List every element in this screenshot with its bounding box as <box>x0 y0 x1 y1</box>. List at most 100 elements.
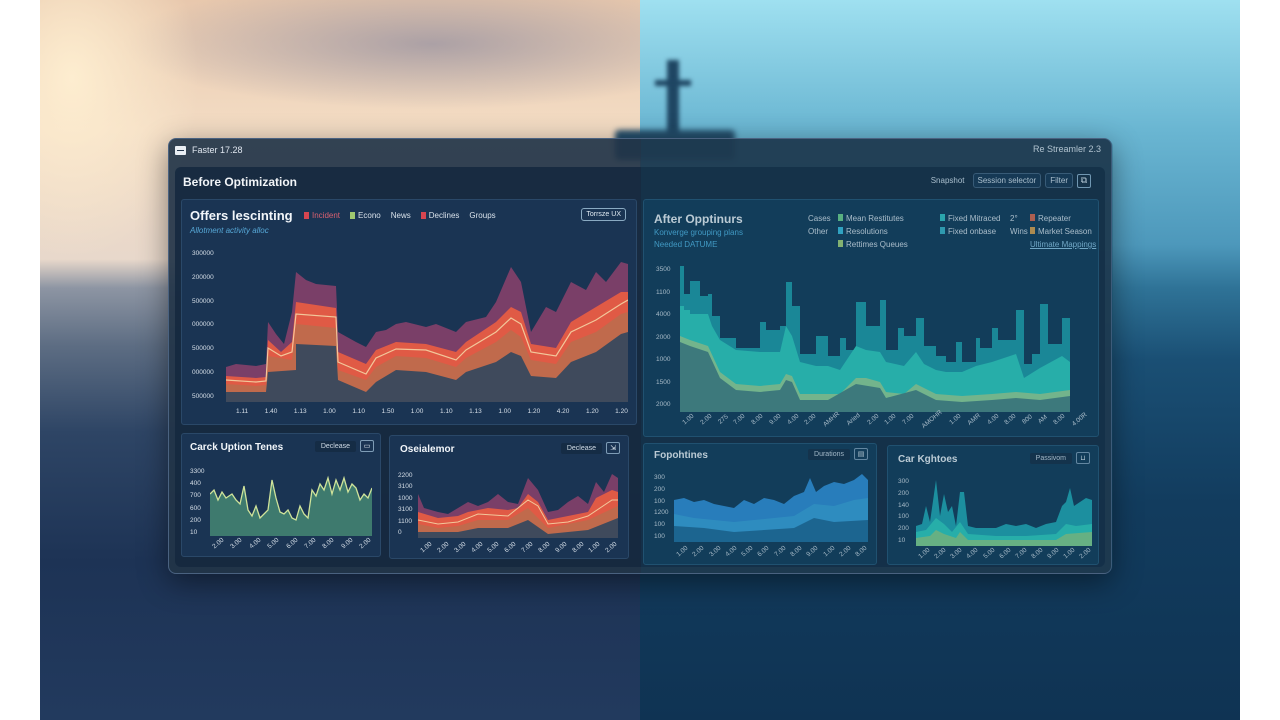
panel-action[interactable]: Durations ▤ <box>808 448 868 460</box>
expand-icon[interactable]: ⇲ <box>606 442 620 454</box>
export-icon[interactable]: ⧉ <box>1077 173 1091 188</box>
y-tick: 000000 <box>192 321 214 329</box>
x-tick: 9.00 <box>1046 546 1061 561</box>
panel-dropdown[interactable]: Durations <box>808 448 850 460</box>
legend-item[interactable]: Repeater <box>1030 212 1096 225</box>
x-tick: Aried <box>845 411 863 428</box>
mappings-link[interactable]: Ultimate Mappings <box>1030 240 1097 249</box>
before-main-button[interactable]: Torrsze UX <box>581 208 626 221</box>
x-tick: 1.20 <box>585 408 599 415</box>
after-main-subtitle-1: Konverge grouping plans <box>654 228 743 237</box>
panel-action[interactable]: Passivom ⊔ <box>1029 452 1090 464</box>
panel-x-axis: 1.00 2.00 3.00 4.00 5.00 6.00 7.00 8.00 … <box>675 544 868 559</box>
y-tick: 100 <box>898 513 909 521</box>
legend-label: Rettimes Queues <box>846 240 908 249</box>
app-icon[interactable] <box>175 145 186 155</box>
legend-group-label: Cases <box>808 214 831 223</box>
session-selector[interactable]: Session selector <box>972 173 1042 188</box>
y-tick: 200000 <box>192 273 214 281</box>
y-tick: 3100 <box>398 506 413 514</box>
x-tick: 1.00 <box>917 546 932 561</box>
x-tick: 8.00 <box>789 544 804 559</box>
snapshot-button[interactable]: Snapshot <box>930 176 965 185</box>
legend-item[interactable]: Resolutions <box>838 225 908 238</box>
panel-dropdown[interactable]: Passivom <box>1029 452 1072 464</box>
filter-button[interactable]: Filter <box>1045 173 1073 188</box>
y-tick: 10 <box>190 528 198 536</box>
title-bar: Faster 17.28 Re Streamler 2.3 <box>169 139 1111 161</box>
panel-dropdown[interactable]: Declease <box>314 440 356 452</box>
x-tick: 2.00 <box>436 540 451 555</box>
panel-action[interactable]: Declease ▭ <box>314 440 374 452</box>
legend-item[interactable]: Mean Restitutes <box>838 212 908 225</box>
x-tick: 4.00 <box>785 412 801 427</box>
legend-item[interactable]: News <box>391 211 411 220</box>
legend-extra-label: 2° <box>1010 214 1018 223</box>
panel-dropdown[interactable]: Declease <box>560 442 602 454</box>
legend-extra-label: Wins <box>1010 227 1028 236</box>
legend-item[interactable]: Fixed onbase <box>940 225 1000 238</box>
x-tick: 4.00 <box>724 544 739 559</box>
legend-item[interactable]: Declines <box>420 211 460 220</box>
before-main-panel: Offers lescinting Allotment activity all… <box>181 199 637 425</box>
panel-y-axis: 3300 400 700 600 200 10 <box>190 468 204 536</box>
x-tick: 8.00 <box>750 412 765 427</box>
x-tick: 1.13 <box>469 408 482 415</box>
y-tick: 000000 <box>192 369 214 377</box>
legend-label: Fixed Mitraced <box>948 214 1001 223</box>
x-tick: 1.13 <box>293 408 307 415</box>
before-main-action[interactable]: Torrsze UX <box>581 208 626 221</box>
y-tick: 1200 <box>654 509 669 517</box>
legend-swatch <box>1030 214 1035 221</box>
x-tick: 1.00 <box>323 408 336 415</box>
x-tick: 4.20 <box>556 408 570 415</box>
x-tick: 3.00 <box>949 546 964 561</box>
x-tick: 2.00 <box>358 536 373 551</box>
small-panel-oscillator: Oseialemor Declease ⇲ 2200 3100 1000 310… <box>389 435 629 559</box>
legend-swatch <box>838 240 843 247</box>
legend-label: Declines <box>428 211 460 220</box>
x-tick: 2.00 <box>838 544 853 559</box>
panel-title: Car Kghtoes <box>898 454 958 465</box>
expand-icon[interactable]: ⊔ <box>1076 452 1090 464</box>
chart-icon[interactable]: ▤ <box>854 448 868 460</box>
panel-action[interactable]: Declease ⇲ <box>560 442 620 454</box>
x-tick: 5.00 <box>981 546 996 561</box>
legend-label: Econo <box>358 211 381 220</box>
x-tick: 8.00 <box>1003 412 1018 427</box>
legend-item[interactable]: Incident <box>304 211 340 220</box>
after-main-panel: After Opptinurs Konverge grouping plans … <box>643 199 1099 437</box>
legend-item[interactable]: Rettimes Queues <box>838 238 908 251</box>
y-tick: 200 <box>898 489 909 497</box>
legend-label: Resolutions <box>846 227 888 236</box>
x-tick: 4.00 <box>248 536 263 551</box>
y-tick: 500000 <box>192 392 214 400</box>
legend-item[interactable]: Econo <box>350 211 381 220</box>
legend-item[interactable]: Groups <box>469 211 495 220</box>
small-panel-car-kightoes: Car Kghtoes Passivom ⊔ 300 200 140 100 2… <box>887 445 1099 565</box>
x-tick: 9.00 <box>553 540 569 555</box>
after-legend-col-2: Mean Restitutes Resolutions Rettimes Que… <box>838 212 908 251</box>
y-tick: 3500 <box>656 266 671 273</box>
y-tick: 1100 <box>656 288 670 296</box>
legend-swatch <box>420 212 426 220</box>
x-tick: 6.00 <box>756 544 771 559</box>
x-tick: 800 <box>1021 413 1034 426</box>
legend-label: Incident <box>312 211 341 220</box>
x-tick: 2.00 <box>1078 546 1093 561</box>
x-tick: 1.00 <box>410 408 424 415</box>
expand-icon[interactable]: ▭ <box>360 440 374 452</box>
x-tick: 1.10 <box>352 408 365 415</box>
dashboard-header: Before Optimization Snapshot Session sel… <box>175 167 1105 197</box>
after-main-y-axis: 3500 1100 4000 2000 1000 1500 2000 <box>656 266 670 408</box>
after-main-chart <box>680 266 1090 412</box>
y-tick: 2200 <box>398 472 413 479</box>
x-tick: 1.11 <box>236 408 249 415</box>
legend-item[interactable]: Market Season <box>1030 225 1096 238</box>
y-tick: 200 <box>898 525 909 533</box>
x-tick: 1.00 <box>948 412 963 427</box>
x-tick: 1.10 <box>439 408 453 415</box>
y-tick: 100 <box>654 532 665 540</box>
x-tick: 8.00 <box>1030 546 1045 561</box>
legend-item[interactable]: Fixed Mitraced <box>940 212 1000 225</box>
